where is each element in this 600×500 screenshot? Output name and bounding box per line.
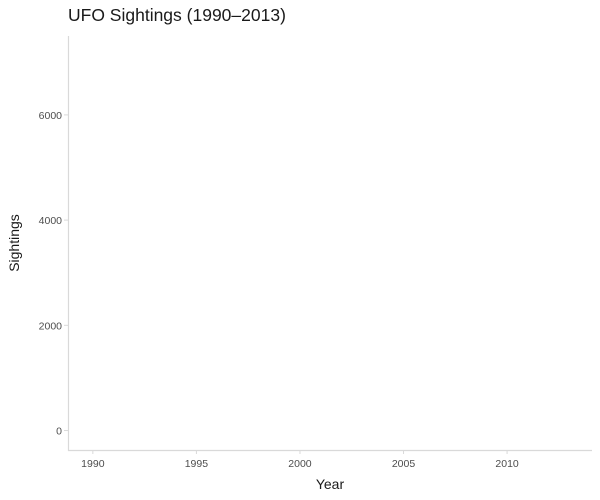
x-tick-label: 1990 [81,458,105,470]
y-tick-label: 6000 [39,110,63,122]
chart-title: UFO Sightings (1990–2013) [68,5,286,25]
y-axis-title: Sightings [6,214,22,272]
y-tick-label: 4000 [39,215,63,227]
x-tick-label: 2000 [288,458,312,470]
y-tick-label: 2000 [39,320,63,332]
x-axis-ticks: 1990 1995 2000 2005 2010 [81,450,519,470]
y-tick-label: 0 [56,426,62,438]
x-tick-label: 1995 [185,458,209,470]
y-axis-ticks: 0 2000 4000 6000 [39,110,68,438]
x-tick-label: 2010 [495,458,519,470]
x-tick-label: 2005 [392,458,416,470]
x-axis-title: Year [316,476,345,492]
